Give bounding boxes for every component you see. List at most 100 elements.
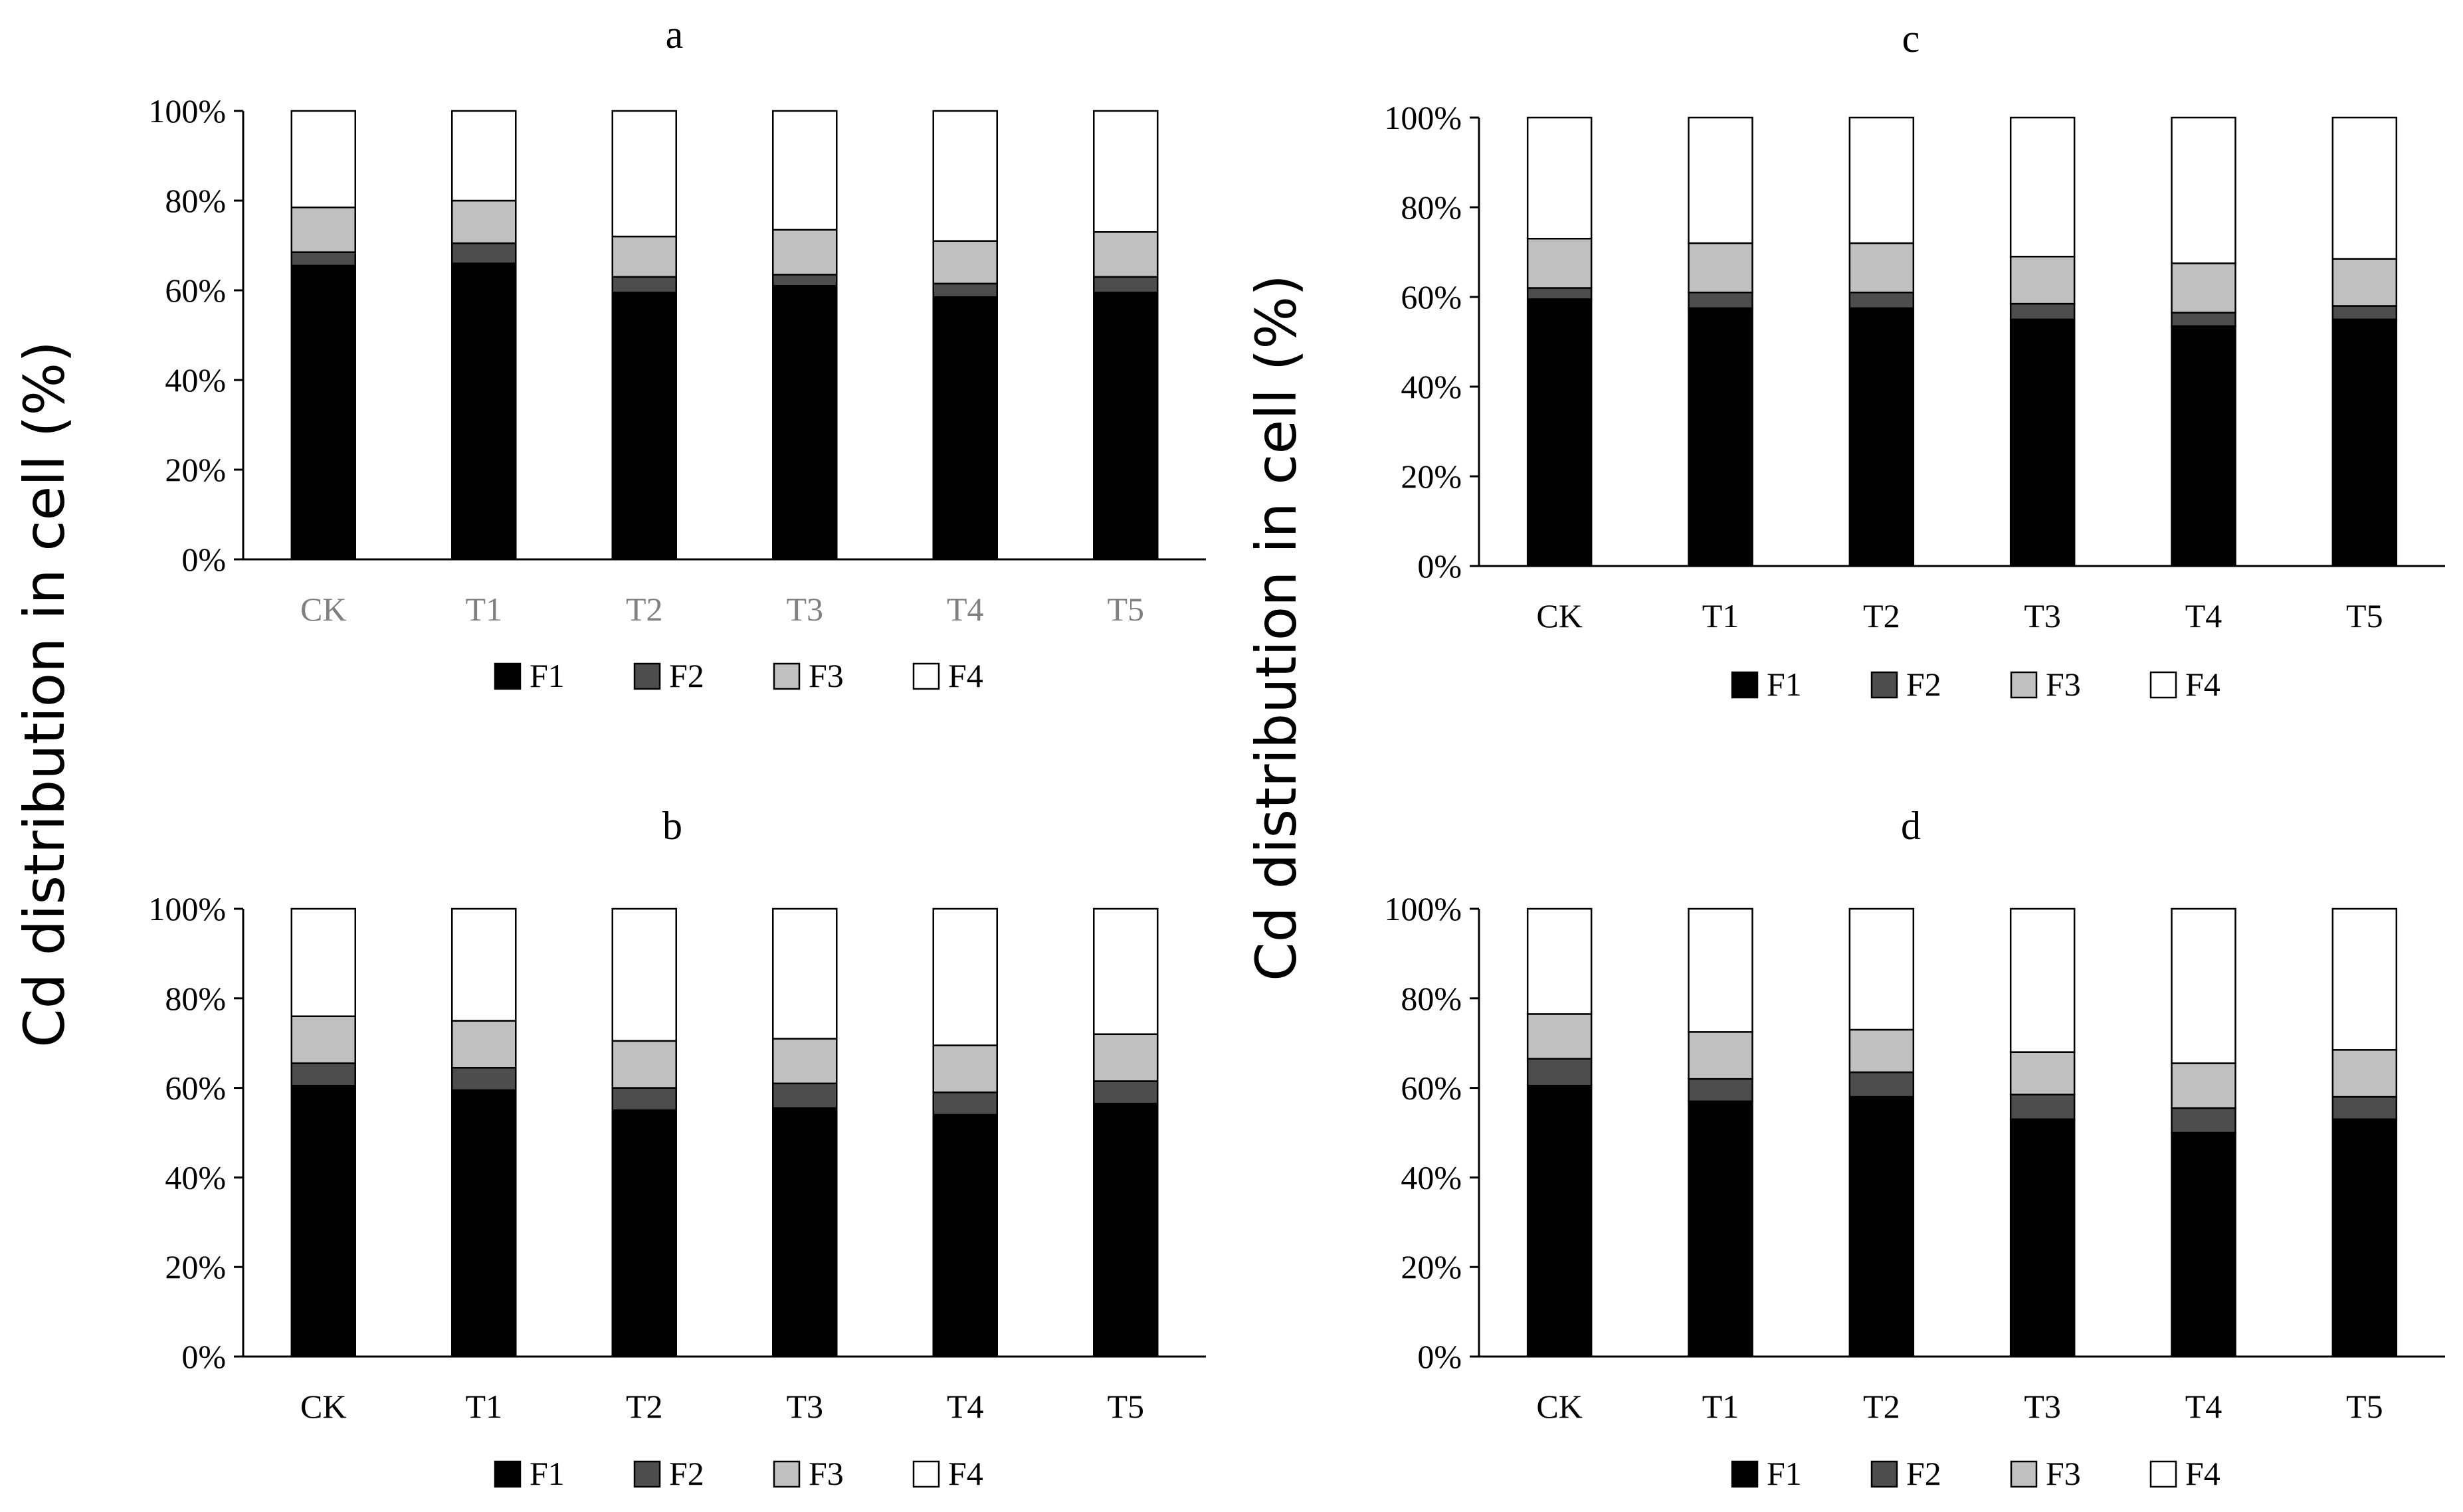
bar-segment-f1-t4 [932, 296, 998, 561]
bar-segment-f3-t3 [772, 229, 838, 276]
legend-label-f1: F1 [1767, 666, 1802, 703]
bar-segment-f4-t4 [2171, 907, 2236, 1064]
y-tick-label: 0% [181, 541, 226, 578]
bar-segment-f2-t2 [611, 276, 677, 294]
y-tick-label: 100% [148, 92, 226, 130]
bar-segment-f2-t2 [1848, 292, 1915, 310]
bar-segment-f2-t1 [451, 242, 517, 264]
legend-label-f3: F3 [2046, 1455, 2081, 1492]
legend-label-f4: F4 [948, 657, 983, 694]
y-tick-label: 40% [1401, 1159, 1462, 1196]
y-tick-label: 80% [165, 980, 226, 1017]
bar-segment-f3-ck [1526, 1013, 1593, 1060]
bar-segment-f3-t5 [1093, 1033, 1159, 1082]
legend-label-f1: F1 [530, 657, 565, 694]
bar-segment-f1-t1 [451, 1089, 517, 1358]
y-tick-label: 20% [165, 1248, 226, 1285]
bar-segment-f3-t3 [772, 1038, 838, 1085]
y-tick-label: 20% [1401, 458, 1462, 495]
legend-swatch-f4 [2149, 1460, 2177, 1488]
bar-segment-f1-t1 [1688, 307, 1753, 567]
x-tick-label: CK [1536, 597, 1582, 634]
chart-panel-a: a 0% 20% 40% 60% 80% 100% CK T1 T2 T3 T4 T5 F1 F2 F3 F4 [148, 13, 1206, 694]
bar-segment-f1-t4 [2171, 1131, 2236, 1358]
bar-segment-f2-ck [290, 1062, 356, 1087]
bar-segment-f1-t2 [611, 292, 677, 561]
bar-segment-f4-t4 [932, 907, 998, 1046]
bar-segment-f3-t2 [611, 235, 677, 278]
bar-segment-f4-t3 [772, 907, 838, 1040]
legend-swatch-f2 [633, 662, 661, 690]
bar-segment-f4-t1 [1688, 116, 1753, 244]
legend-label-f2: F2 [669, 657, 704, 694]
legend-label-f2: F2 [669, 1455, 704, 1492]
bar-segment-f4-t1 [1688, 907, 1753, 1033]
bar-segment-f4-t2 [1848, 907, 1915, 1031]
legend-label-f1: F1 [1767, 1455, 1802, 1492]
legend-swatch-f4 [912, 662, 940, 690]
legend-swatch-f1 [1731, 671, 1759, 699]
chart-title: a [666, 13, 684, 56]
y-tick-label: 20% [1401, 1248, 1462, 1285]
chart-title: d [1901, 804, 1921, 848]
bar-segment-f4-t1 [451, 110, 517, 202]
y-axis-label-left: Cd distribution in cell (%) [12, 341, 77, 1048]
x-tick-label: CK [1536, 1388, 1582, 1425]
chart-panel-c: c 0% 20% 40% 60% 80% 100% CK T1 T2 T3 T4 T5 F1 F2 F3 F4 [1384, 17, 2445, 703]
y-tick-label: 40% [165, 1159, 226, 1196]
y-tick-label: 0% [1417, 547, 1462, 585]
legend-label-f3: F3 [809, 657, 844, 694]
bar-segment-f1-ck [290, 264, 356, 561]
y-tick-label: 60% [1401, 1070, 1462, 1107]
x-tick-label: T2 [1863, 597, 1900, 634]
x-tick-label: T1 [1702, 597, 1739, 634]
bar-segment-f3-t2 [1848, 242, 1915, 294]
y-tick-label: 80% [165, 182, 226, 219]
bar-segment-f2-t4 [932, 282, 998, 298]
bar-segment-f3-t5 [2331, 1049, 2398, 1098]
legend-label-f4: F4 [948, 1455, 983, 1492]
bar-segment-f2-t1 [1688, 1078, 1753, 1103]
bar-segment-f4-t3 [772, 110, 838, 231]
bar-segment-f2-ck [1526, 287, 1593, 300]
bar-segment-f1-t5 [1093, 292, 1159, 561]
bar-segment-f1-t4 [932, 1113, 998, 1358]
bar-segment-f1-ck [1526, 298, 1593, 567]
y-axis-label-right: Cd distribution in cell (%) [1244, 274, 1309, 981]
x-tick-label: T4 [2185, 597, 2222, 634]
legend-swatch-f1 [494, 662, 522, 690]
bar-segment-f1-t3 [2009, 318, 2076, 567]
bar-segment-f3-ck [290, 206, 356, 253]
bar-segment-f3-ck [1526, 238, 1593, 289]
legend-swatch-f3 [773, 1460, 801, 1488]
legend-label-f4: F4 [2185, 1455, 2220, 1492]
bar-segment-f4-t2 [1848, 116, 1915, 244]
bar-segment-f4-t4 [2171, 116, 2236, 264]
legend-swatch-f4 [2149, 671, 2177, 699]
bar-segment-f1-t2 [611, 1109, 677, 1358]
legend-swatch-f2 [633, 1460, 661, 1488]
bar-segment-f4-ck [290, 110, 356, 209]
bar-segment-f2-t4 [2171, 1107, 2236, 1134]
y-tick-label: 60% [165, 1070, 226, 1107]
bar-segment-f3-t1 [1688, 242, 1753, 294]
y-tick-label: 100% [1384, 890, 1462, 927]
bar-segment-f2-t5 [2331, 305, 2398, 320]
bar-segment-f3-t4 [2171, 262, 2236, 314]
bar-segment-f2-t5 [1093, 276, 1159, 294]
chart-panel-d: d 0% 20% 40% 60% 80% 100% CK T1 T2 T3 T4 T5 F1 F2 F3 F4 [1384, 804, 2445, 1492]
bar-segment-f3-t1 [1688, 1031, 1753, 1080]
legend-swatch-f1 [494, 1460, 522, 1488]
bar-segment-f2-t3 [772, 1082, 838, 1109]
bar-segment-f4-t5 [1093, 110, 1159, 233]
bar-segment-f2-t3 [2009, 302, 2076, 320]
legend-swatch-f3 [2010, 671, 2038, 699]
legend-swatch-f1 [1731, 1460, 1759, 1488]
legend-label-f2: F2 [1906, 666, 1941, 703]
legend-label-f1: F1 [530, 1455, 565, 1492]
x-tick-label: T1 [1702, 1388, 1739, 1425]
bar-segment-f2-t1 [451, 1067, 517, 1091]
chart-title: c [1902, 17, 1920, 60]
